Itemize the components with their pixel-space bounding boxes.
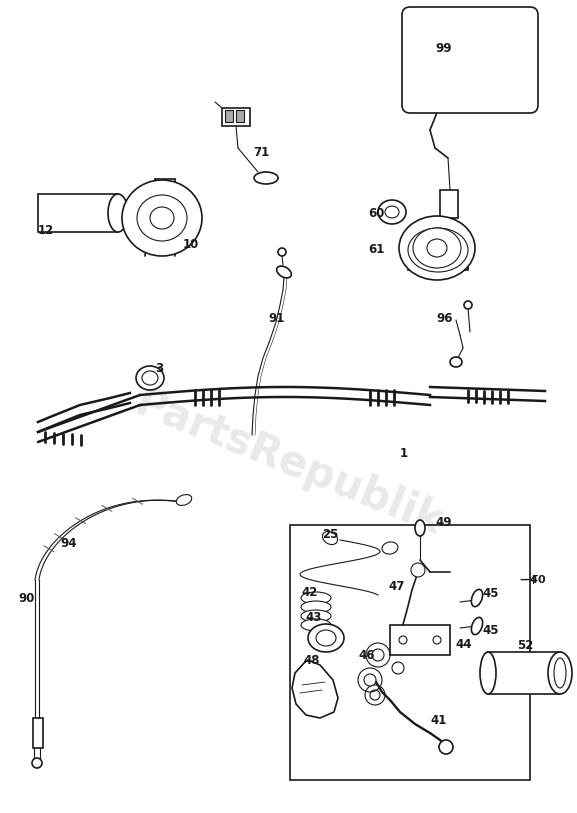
Text: 99: 99 [435,41,451,54]
Polygon shape [292,660,338,718]
Text: 71: 71 [253,146,269,159]
Text: —40: —40 [519,575,546,585]
Bar [488,652,560,694]
Ellipse shape [301,610,331,622]
Ellipse shape [323,532,338,545]
Text: 96: 96 [436,311,452,324]
Text: 91: 91 [268,311,284,324]
Text: 12: 12 [38,224,54,237]
Text: 45: 45 [482,586,499,599]
Text: 47: 47 [388,580,404,593]
Text: 90: 90 [18,592,35,605]
Text: 3: 3 [155,362,163,375]
Ellipse shape [32,758,42,768]
Text: 52: 52 [517,638,533,651]
Text: 10: 10 [183,237,199,250]
Ellipse shape [108,194,128,232]
Text: 61: 61 [368,242,384,255]
FancyBboxPatch shape [402,7,538,113]
Ellipse shape [137,195,187,241]
Ellipse shape [480,652,496,694]
Ellipse shape [411,563,425,577]
Text: 48: 48 [303,654,320,667]
Ellipse shape [278,248,286,256]
Text: 45: 45 [482,624,499,637]
Bar [236,110,244,122]
Ellipse shape [122,180,202,256]
Ellipse shape [177,494,192,506]
Ellipse shape [450,357,462,367]
Bar [390,625,450,655]
Ellipse shape [301,592,331,604]
Ellipse shape [364,674,376,686]
Ellipse shape [254,172,278,184]
Ellipse shape [548,652,572,694]
Ellipse shape [276,266,291,278]
Text: 49: 49 [435,515,451,528]
Ellipse shape [471,617,482,635]
Ellipse shape [301,601,331,613]
Ellipse shape [439,740,453,754]
Text: 94: 94 [60,537,77,550]
Ellipse shape [399,216,475,280]
Ellipse shape [136,366,164,390]
Text: 44: 44 [455,637,471,650]
Bar [290,525,530,780]
Bar [408,230,468,270]
Text: 60: 60 [368,207,384,220]
Ellipse shape [378,200,406,224]
Ellipse shape [464,301,472,309]
Text: 1: 1 [400,446,408,459]
Ellipse shape [471,589,482,606]
Bar [33,718,43,748]
Bar [38,194,118,232]
Text: 42: 42 [301,585,317,598]
Bar [225,110,233,122]
Text: 43: 43 [305,611,321,624]
Ellipse shape [413,228,461,268]
Ellipse shape [382,542,398,554]
Text: 41: 41 [430,714,447,727]
Text: 46: 46 [358,649,374,662]
Ellipse shape [301,619,331,631]
Ellipse shape [415,520,425,536]
Text: PartsRepublik: PartsRepublik [128,382,449,545]
Ellipse shape [308,624,344,652]
Bar [440,190,458,218]
Ellipse shape [408,228,468,272]
Text: 25: 25 [322,528,338,541]
Bar [222,108,250,126]
